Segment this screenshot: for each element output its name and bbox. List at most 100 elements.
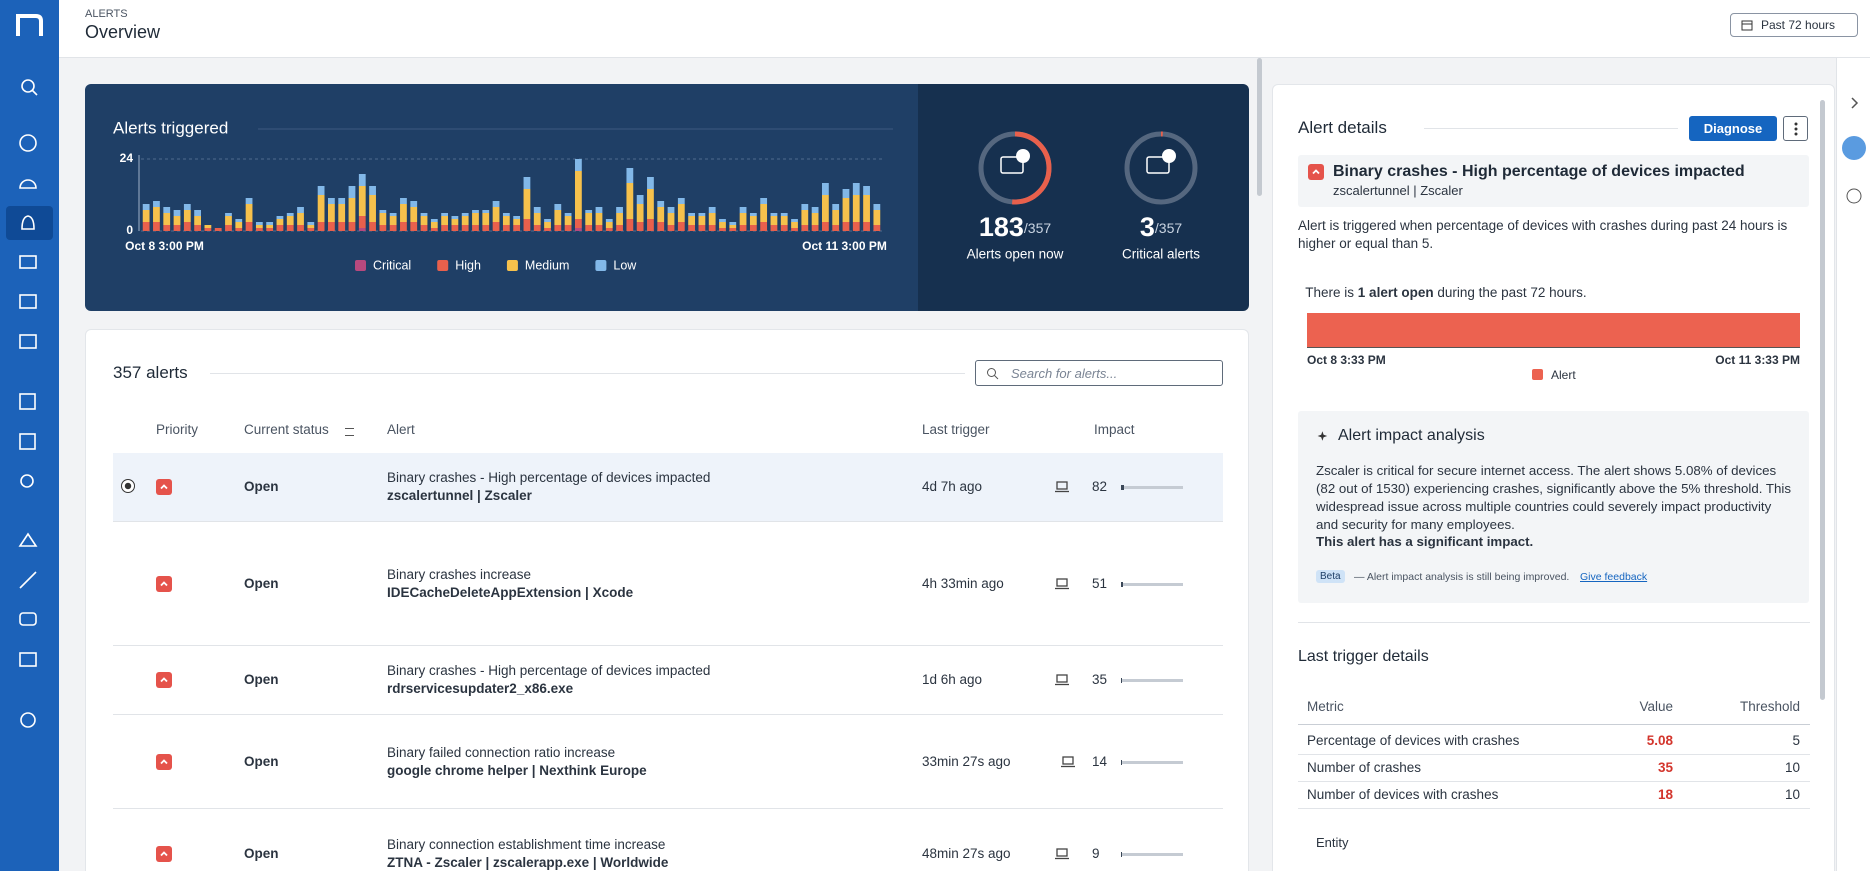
bar-segment xyxy=(286,225,294,231)
impact-analysis-text: Zscaler is critical for secure internet … xyxy=(1316,463,1792,532)
alert-title[interactable]: Binary crashes - High percentage of devi… xyxy=(387,663,711,678)
bar-segment xyxy=(832,210,840,225)
nav-dashboard[interactable] xyxy=(19,179,37,189)
time-range-button[interactable]: Past 72 hours xyxy=(1730,13,1858,37)
diagnose-button[interactable]: Diagnose xyxy=(1689,116,1777,141)
bar-segment xyxy=(688,216,696,225)
column-header[interactable]: Last trigger xyxy=(922,422,990,437)
bar-segment xyxy=(739,213,747,225)
bar-segment xyxy=(389,216,397,225)
bar-segment xyxy=(544,228,551,231)
bar-segment xyxy=(647,219,654,231)
bar-segment xyxy=(585,225,593,231)
chevron xyxy=(1312,169,1320,175)
column-header[interactable]: Current status xyxy=(244,422,329,437)
bar-segment xyxy=(245,204,253,222)
impact-track xyxy=(1121,486,1183,489)
alert-title[interactable]: Binary connection establishment time inc… xyxy=(387,837,666,852)
alert-entity: google chrome helper | Nexthink Europe xyxy=(387,763,647,778)
nav-insights[interactable] xyxy=(19,294,37,309)
bar-segment xyxy=(153,207,160,222)
donut-value xyxy=(978,131,1052,205)
collapse-icon[interactable] xyxy=(1851,97,1859,109)
bar-segment xyxy=(636,204,644,222)
column-header[interactable]: Alert xyxy=(387,422,415,437)
status: Open xyxy=(244,846,279,861)
bar-segment xyxy=(585,210,593,213)
nav-investigate[interactable] xyxy=(20,474,34,488)
bar-segment xyxy=(410,222,418,231)
bar-segment xyxy=(832,204,840,210)
laptop xyxy=(1055,848,1069,860)
more-button[interactable] xyxy=(1783,116,1808,141)
help-icon[interactable] xyxy=(1846,188,1862,204)
bar-segment xyxy=(173,216,181,225)
bar-segment xyxy=(708,213,716,225)
metric-divider xyxy=(1298,724,1810,725)
rail-icons xyxy=(1842,97,1866,204)
chart: Alerts triggered 0 24 Oct 8 3:00 PM Oct 11 … xyxy=(85,84,1249,311)
nav-settings[interactable] xyxy=(20,712,36,728)
column-header[interactable]: Priority xyxy=(156,422,199,437)
stat-total: /357 xyxy=(1024,220,1051,236)
bar-segment xyxy=(852,183,860,195)
bar-segment xyxy=(719,228,726,231)
row-selected-bg xyxy=(113,453,1223,521)
bar-segment xyxy=(255,225,263,228)
bar-segment xyxy=(585,213,593,225)
impact-track xyxy=(1121,679,1183,682)
bar-segment xyxy=(183,222,191,231)
notes-icon[interactable] xyxy=(1842,136,1866,160)
bar-segment xyxy=(276,225,284,231)
nav-remote[interactable] xyxy=(18,532,38,547)
alert-title[interactable]: Binary failed connection ratio increase xyxy=(387,745,616,760)
bar-segment xyxy=(245,222,253,231)
bar-segment xyxy=(821,183,829,195)
nav-apps[interactable] xyxy=(19,433,36,450)
bar-segment xyxy=(472,213,479,225)
bar-segment xyxy=(225,216,232,225)
nav-campaigns[interactable] xyxy=(19,571,37,589)
nav-reports[interactable] xyxy=(19,255,37,269)
alert-summary xyxy=(1298,155,1809,207)
bar-segment xyxy=(286,213,294,216)
bar-segment xyxy=(729,228,737,231)
bar-segment xyxy=(441,213,449,216)
search-box[interactable]: Search for alerts... xyxy=(975,360,1223,386)
bar-segment xyxy=(533,225,541,231)
impact-track xyxy=(1121,583,1183,586)
bar-segment xyxy=(183,204,191,210)
bar-segment xyxy=(194,210,202,216)
bar-segment xyxy=(616,207,623,213)
alert-title[interactable]: Binary crashes - High percentage of devi… xyxy=(387,470,711,485)
nav-workflows[interactable] xyxy=(19,334,37,349)
bar-segment xyxy=(821,222,829,231)
priority-icon xyxy=(156,479,172,495)
alert-title[interactable]: Binary crashes increase xyxy=(387,567,532,582)
nav-library[interactable] xyxy=(19,393,36,410)
metric-cell: 10 xyxy=(1784,787,1800,802)
bar-segment xyxy=(379,225,387,231)
bar-segment xyxy=(708,225,716,231)
nav-docs[interactable] xyxy=(19,652,37,667)
stat-label: Alerts open now xyxy=(967,247,1064,262)
device-icon xyxy=(1061,755,1075,768)
metric-divider xyxy=(1298,808,1810,809)
nav-search[interactable] xyxy=(21,79,38,96)
bar-segment xyxy=(626,168,634,183)
device-icon xyxy=(1055,480,1069,493)
bar-segment xyxy=(142,204,150,210)
nav-feedback[interactable] xyxy=(19,612,37,626)
bar-segment xyxy=(626,219,634,231)
last-trigger: 4d 7h ago xyxy=(922,479,983,494)
stat-value: 3/357 xyxy=(1140,212,1182,242)
radio-button[interactable] xyxy=(121,479,135,493)
nav-explore[interactable] xyxy=(19,134,37,152)
bar-segment xyxy=(492,201,500,207)
bar-segment xyxy=(811,207,819,213)
nav-alerts[interactable] xyxy=(21,215,35,230)
bar-segment xyxy=(523,219,531,231)
feedback-link[interactable]: Give feedback xyxy=(1580,571,1648,583)
column-header[interactable]: Impact xyxy=(1094,422,1135,437)
open-text: during the past 72 hours. xyxy=(1433,285,1587,300)
